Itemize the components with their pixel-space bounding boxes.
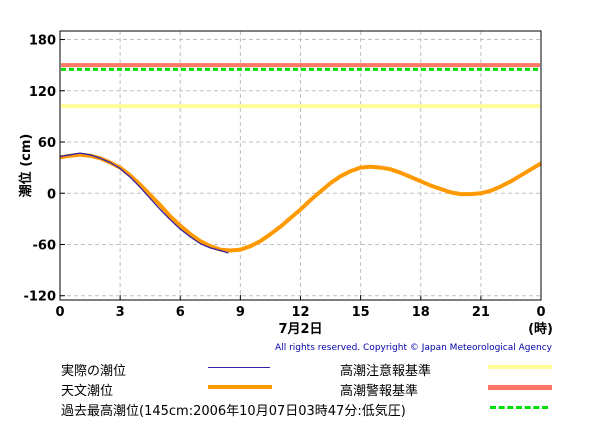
legend-swatch-warning bbox=[488, 385, 552, 390]
legend-swatch-caution bbox=[488, 365, 552, 369]
x-tick-label: 15 bbox=[352, 305, 370, 320]
legend-label-warning: 高潮警報基準 bbox=[340, 384, 419, 399]
x-tick-label: 18 bbox=[412, 305, 430, 320]
copyright-notice: All rights reserved. Copyright © Japan M… bbox=[275, 343, 552, 353]
x-tick-label: 0 bbox=[55, 305, 64, 320]
x-tick-label: 0 bbox=[536, 305, 545, 320]
x-tick-label: 9 bbox=[236, 305, 245, 320]
y-tick-label: -60 bbox=[33, 238, 57, 253]
y-tick-label: 0 bbox=[47, 187, 56, 202]
series-line-astronomical bbox=[59, 152, 543, 253]
plot-frame bbox=[59, 30, 542, 301]
y-tick-label: 60 bbox=[38, 136, 56, 151]
x-tick-labels: 0 3 6 9 12 15 18 21 0 bbox=[55, 305, 545, 320]
x-tick-label: 12 bbox=[291, 305, 309, 320]
legend-swatch-actual bbox=[208, 367, 270, 368]
y-tick-labels: 180 120 60 0 -60 -120 bbox=[23, 34, 56, 305]
series-line-actual bbox=[59, 152, 229, 254]
legend-label-actual: 実際の潮位 bbox=[61, 364, 127, 379]
x-unit-label: (時) bbox=[528, 321, 553, 337]
legend-label-caution: 高潮注意報基準 bbox=[340, 364, 432, 379]
series-lines bbox=[59, 152, 543, 254]
x-tick-label: 3 bbox=[116, 305, 125, 320]
grid-lines bbox=[59, 31, 542, 300]
legend-label-astro: 天文潮位 bbox=[61, 384, 114, 399]
x-date-label: 7月2日 bbox=[278, 322, 322, 337]
reference-lines bbox=[61, 63, 540, 109]
x-tick-label: 6 bbox=[176, 305, 185, 320]
y-tick-label: 120 bbox=[29, 85, 56, 100]
y-tick-label: -120 bbox=[23, 290, 56, 305]
legend-label-record: 過去最高潮位(145cm:2006年10月07日03時47分:低気圧) bbox=[61, 404, 406, 419]
legend-swatch-record bbox=[490, 406, 548, 409]
y-axis-label: 潮位 (cm) bbox=[18, 134, 34, 198]
legend-swatch-astro bbox=[208, 385, 272, 389]
y-tick-label: 180 bbox=[29, 34, 56, 49]
x-tick-label: 21 bbox=[472, 305, 490, 320]
